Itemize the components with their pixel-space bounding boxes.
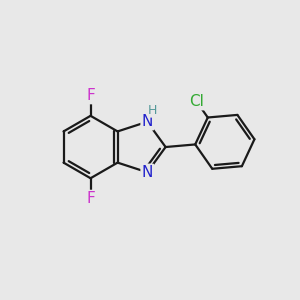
Text: F: F [86,191,95,206]
Text: F: F [86,88,95,103]
Text: H: H [148,104,157,117]
Text: Cl: Cl [189,94,204,109]
Text: N: N [142,165,153,180]
Text: N: N [142,114,153,129]
